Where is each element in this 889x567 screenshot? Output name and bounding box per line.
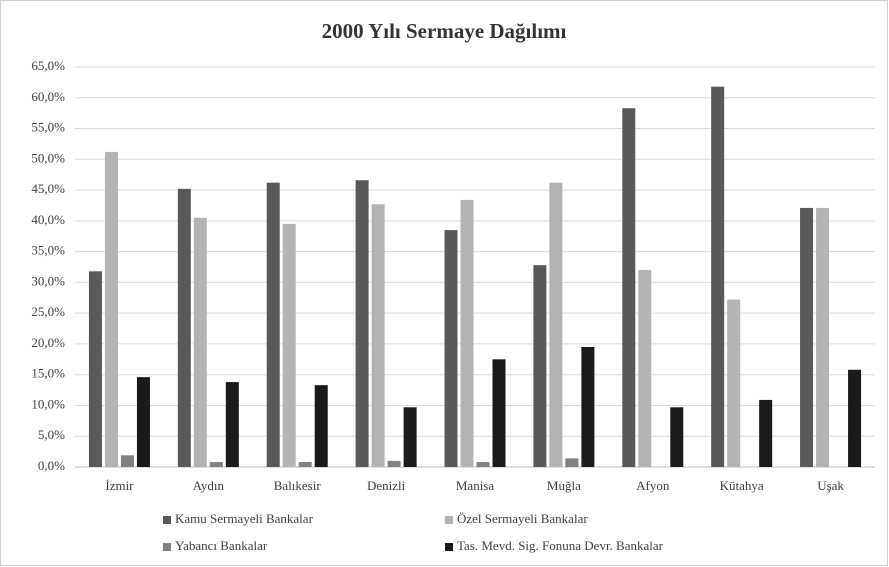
x-tick-label: Uşak [817, 478, 844, 493]
legend-label: Kamu Sermayeli Bankalar [175, 511, 314, 526]
bar [403, 407, 417, 467]
bar [460, 199, 474, 467]
y-tick-label: 45,0% [31, 181, 65, 196]
bar [282, 223, 296, 467]
bar [225, 382, 239, 467]
bar [266, 182, 280, 467]
y-tick-label: 55,0% [31, 120, 65, 135]
legend-swatch [445, 543, 453, 551]
bar [444, 230, 458, 467]
bar [816, 207, 830, 467]
bar [177, 188, 191, 467]
y-tick-label: 65,0% [31, 58, 65, 73]
bar [622, 108, 636, 467]
y-tick-label: 0,0% [38, 458, 65, 473]
x-tick-label: Balıkesir [274, 478, 322, 493]
bar [371, 204, 385, 467]
y-tick-label: 40,0% [31, 212, 65, 227]
bar [727, 299, 741, 467]
bar [549, 182, 563, 467]
bar [800, 207, 814, 467]
legend-label: Yabancı Bankalar [175, 538, 268, 553]
legend-swatch [163, 516, 171, 524]
legend-swatch [163, 543, 171, 551]
bar [711, 86, 725, 467]
y-tick-label: 30,0% [31, 273, 65, 288]
bar [355, 180, 369, 467]
bar [136, 377, 150, 467]
y-tick-label: 15,0% [31, 366, 65, 381]
bar [298, 462, 312, 467]
bar [193, 217, 207, 467]
x-tick-label: Muğla [547, 478, 581, 493]
bar [209, 462, 223, 467]
y-tick-label: 60,0% [31, 89, 65, 104]
bar [759, 399, 773, 467]
x-tick-label: Manisa [456, 478, 495, 493]
x-tick-label: Afyon [636, 478, 670, 493]
y-tick-label: 20,0% [31, 335, 65, 350]
bar [387, 460, 401, 467]
bar [670, 407, 684, 467]
bar [533, 265, 547, 467]
bar [581, 347, 595, 467]
legend-swatch [445, 516, 453, 524]
bar [638, 270, 652, 467]
y-tick-label: 10,0% [31, 396, 65, 411]
y-tick-label: 5,0% [38, 427, 65, 442]
bar [848, 369, 862, 467]
x-tick-label: İzmir [105, 478, 134, 493]
x-tick-label: Kütahya [720, 478, 764, 493]
y-tick-label: 50,0% [31, 150, 65, 165]
y-tick-label: 35,0% [31, 243, 65, 258]
legend-label: Özel Sermayeli Bankalar [457, 511, 588, 526]
x-tick-label: Denizli [367, 478, 406, 493]
y-tick-label: 25,0% [31, 304, 65, 319]
chart-title: 2000 Yılı Sermaye Dağılımı [322, 19, 567, 43]
bar [120, 455, 134, 467]
bar [88, 271, 102, 467]
bar [104, 151, 118, 467]
x-tick-label: Aydın [193, 478, 225, 493]
bar [476, 462, 490, 467]
bar [492, 359, 506, 467]
legend-label: Tas. Mevd. Sig. Fonuna Devr. Bankalar [457, 538, 664, 553]
bar [314, 385, 328, 467]
bar [565, 458, 579, 467]
